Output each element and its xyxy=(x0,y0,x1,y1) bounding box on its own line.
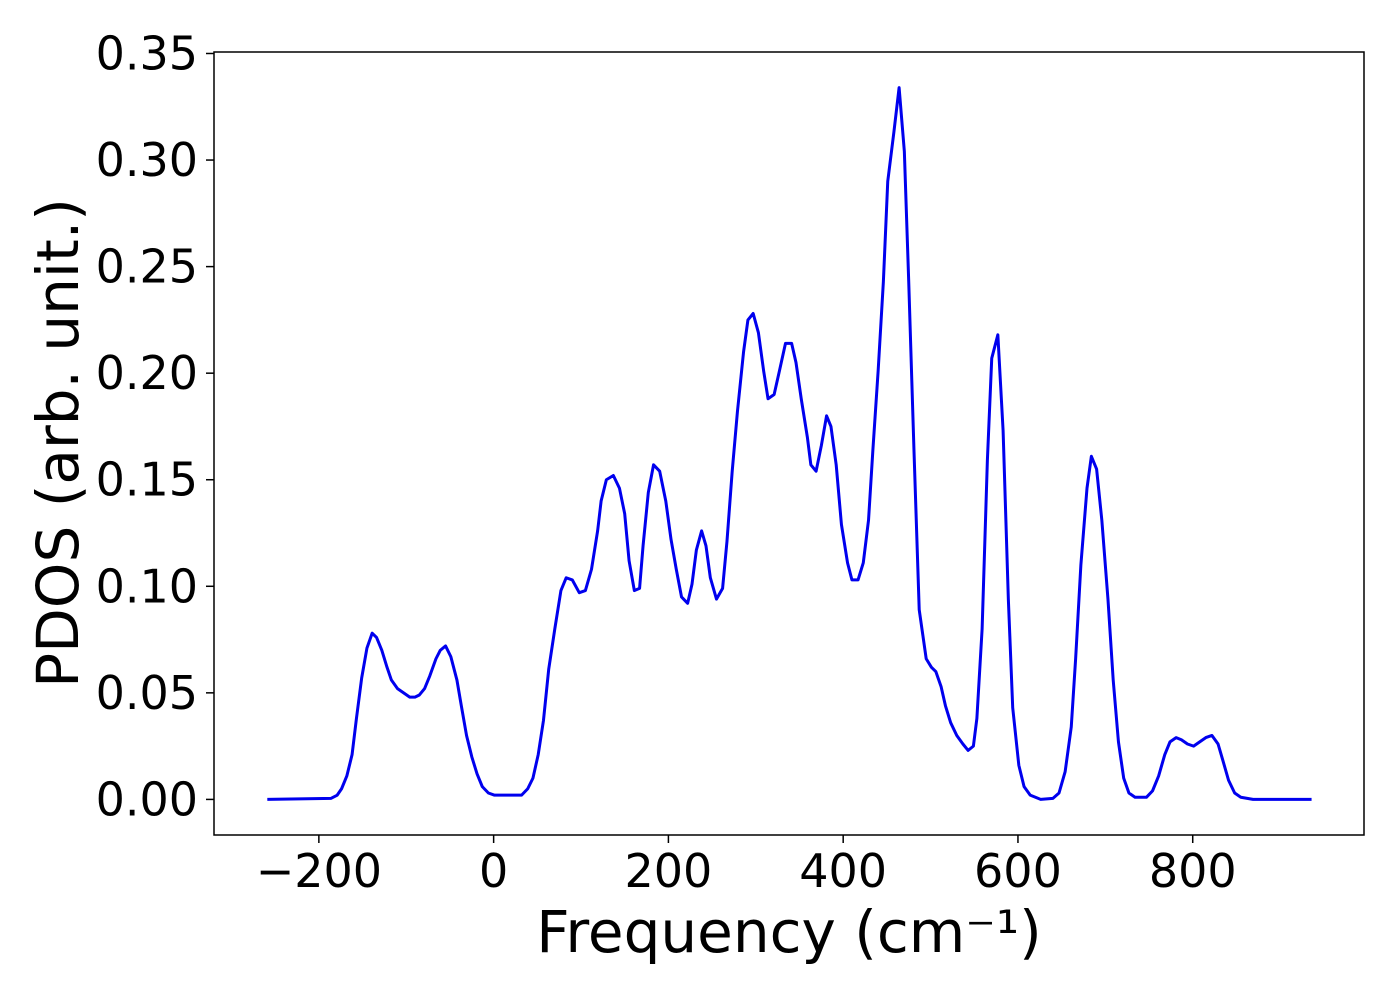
y-tick-label: 0.00 xyxy=(96,772,198,826)
x-tick-label: 400 xyxy=(799,844,887,898)
x-tick-label: 800 xyxy=(1149,844,1237,898)
y-tick-label: 0.35 xyxy=(96,26,198,80)
y-tick-label: 0.20 xyxy=(96,346,198,400)
y-tick-label: 0.30 xyxy=(96,133,198,187)
x-tick-label: 200 xyxy=(625,844,713,898)
y-axis-label: PDOS (arb. unit.) xyxy=(24,198,92,688)
data-line xyxy=(267,86,1312,801)
y-tick-label: 0.05 xyxy=(96,666,198,720)
x-tick-label: 0 xyxy=(479,844,508,898)
x-axis-label: Frequency (cm⁻¹) xyxy=(536,898,1042,966)
y-tick-label: 0.25 xyxy=(96,240,198,294)
y-tick-label: 0.15 xyxy=(96,453,198,507)
y-tick-label: 0.10 xyxy=(96,559,198,613)
plot-frame xyxy=(213,51,1365,836)
x-tick-label: −200 xyxy=(256,844,382,898)
x-tick-label: 600 xyxy=(974,844,1062,898)
